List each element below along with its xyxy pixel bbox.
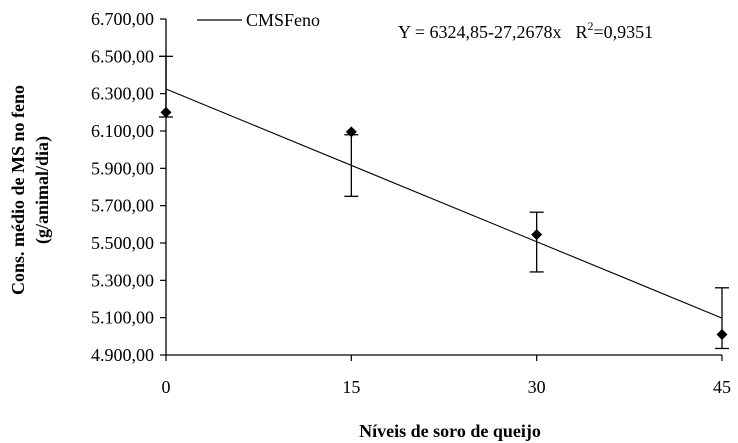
y-tick-label: 6.300,00 — [91, 84, 154, 104]
regression — [165, 88, 723, 319]
y-tick-label: 6.500,00 — [91, 46, 154, 66]
y-tick-label: 5.100,00 — [91, 308, 154, 328]
error-bars — [159, 55, 729, 350]
y-ticks: 4.900,00 5.100,00 5.300,00 5.500,00 5.700,00… — [91, 9, 166, 365]
y-tick-label: 5.900,00 — [91, 158, 154, 178]
x-tick-label: 45 — [713, 377, 731, 397]
y-tick-label: 6.700,00 — [91, 9, 154, 29]
y-tick-label: 5.500,00 — [91, 233, 154, 253]
data-point-diamond — [160, 106, 172, 118]
y-axis-title-line2: (g/animal/dia) — [32, 136, 53, 244]
regression-line — [165, 88, 723, 319]
data-point-diamond — [531, 229, 543, 241]
y-tick-label: 4.900,00 — [91, 345, 154, 365]
equation-formula: Y = 6324,85-27,2678x — [398, 22, 561, 42]
y-tick-label: 6.100,00 — [91, 121, 154, 141]
x-ticks: 0 15 30 45 — [162, 355, 731, 397]
x-axis-title: Níveis de soro de queijo — [359, 421, 541, 441]
equation-text: Y = 6324,85-27,2678x R2=0,9351 — [398, 19, 653, 42]
data-point-diamond — [716, 328, 728, 340]
r2-superscript: 2 — [588, 19, 594, 33]
data-point-diamond — [345, 126, 357, 138]
r2-prefix: R — [575, 22, 587, 42]
y-tick-label: 5.700,00 — [91, 196, 154, 216]
legend-label: CMSFeno — [246, 10, 320, 30]
axes — [165, 19, 722, 356]
x-tick-label: 30 — [528, 377, 546, 397]
regression-equation: Y = 6324,85-27,2678x R2=0,9351 — [398, 19, 653, 42]
data-points — [160, 106, 728, 340]
x-tick-label: 0 — [162, 377, 171, 397]
r2-value: =0,9351 — [594, 22, 654, 42]
y-tick-label: 5.300,00 — [91, 270, 154, 290]
legend: CMSFeno — [197, 10, 320, 30]
x-tick-label: 15 — [342, 377, 360, 397]
y-axis-title-line1: Cons. médio de MS no feno — [8, 85, 28, 295]
